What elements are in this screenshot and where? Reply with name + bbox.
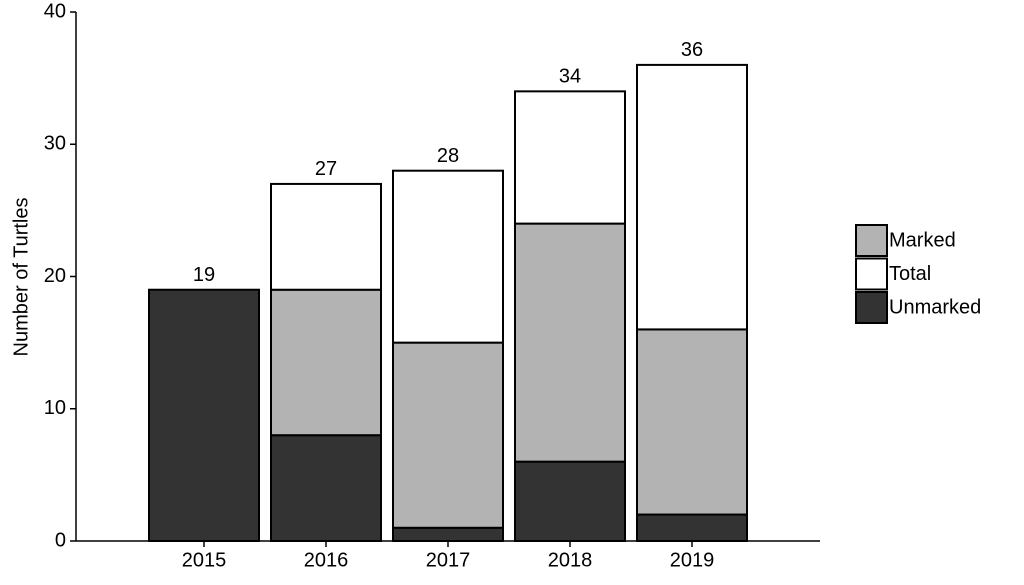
bar-segment — [392, 341, 504, 529]
bar-segment — [636, 63, 748, 331]
legend-label: Total — [889, 263, 931, 285]
y-tick-label: 20 — [44, 265, 66, 287]
total-label: 36 — [681, 39, 703, 61]
bar-segment — [514, 222, 626, 463]
bar-segment — [636, 513, 748, 542]
legend-label: Marked — [889, 229, 956, 251]
x-tick-label: 2019 — [670, 549, 715, 571]
bar-segment — [392, 526, 504, 543]
y-tick-label: 0 — [55, 529, 66, 551]
legend-swatch — [855, 291, 888, 324]
y-tick-label: 10 — [44, 397, 66, 419]
y-tick-label: 30 — [44, 133, 66, 155]
bar-segment — [636, 328, 748, 516]
x-tick-label: 2016 — [304, 549, 349, 571]
x-tick-label: 2017 — [426, 549, 471, 571]
total-label: 34 — [559, 66, 581, 88]
bar-segment — [514, 90, 626, 225]
bar-segment — [514, 460, 626, 542]
bar-segment — [270, 182, 382, 291]
legend-label: Unmarked — [889, 296, 981, 318]
total-label: 19 — [193, 264, 215, 286]
legend-swatch — [855, 257, 888, 291]
x-tick-label: 2015 — [182, 549, 227, 571]
bar-segment — [270, 288, 382, 437]
total-label: 28 — [437, 145, 459, 167]
total-label: 27 — [315, 158, 337, 180]
bar-segment — [270, 434, 382, 543]
y-axis-label: Number of Turtles — [10, 198, 32, 357]
x-tick-label: 2018 — [548, 549, 593, 571]
y-tick-label: 40 — [44, 0, 66, 22]
bar-segment — [148, 288, 260, 542]
legend-swatch — [855, 224, 888, 257]
bar-segment — [392, 169, 504, 344]
